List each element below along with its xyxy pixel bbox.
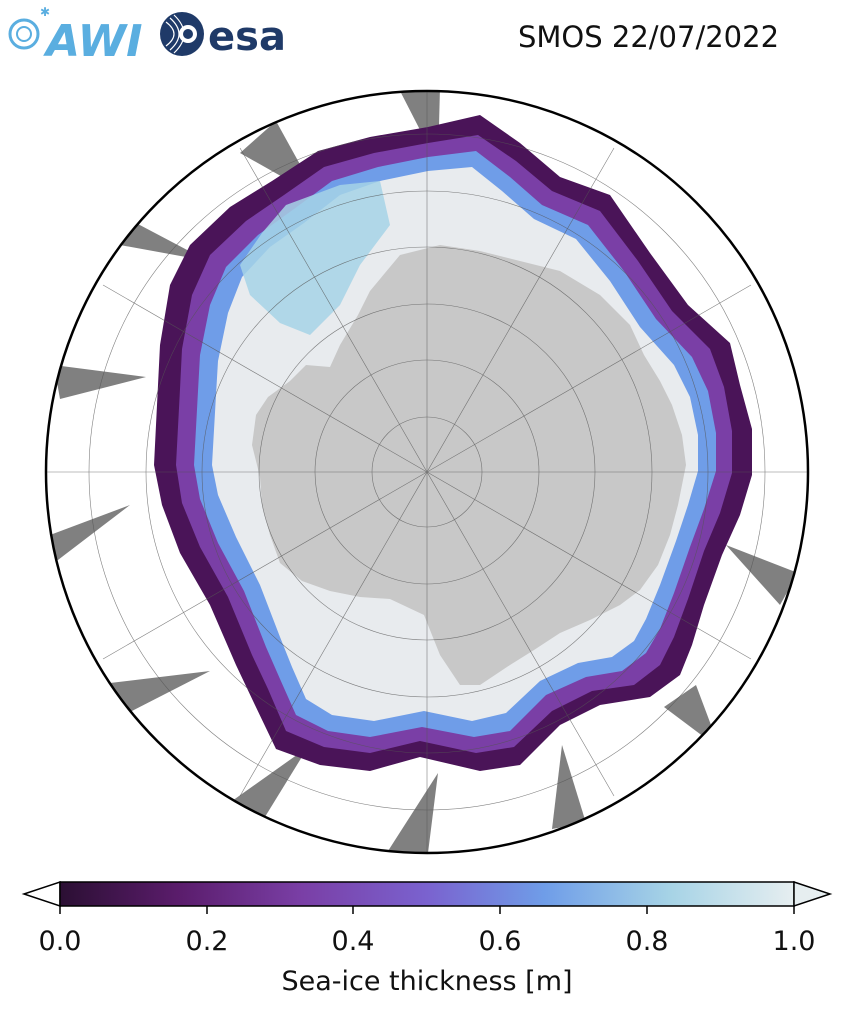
colorbar-tick-label: 0.0 xyxy=(38,926,82,957)
colorbar-tick-label: 0.4 xyxy=(331,926,375,957)
sea-ice-map xyxy=(44,89,810,855)
colorbar-extend-min xyxy=(21,880,61,908)
header: ✱ AWI esa SMOS 22/07/2022 xyxy=(0,0,854,80)
colorbar-tick-label: 0.8 xyxy=(625,926,669,957)
no-data-wedges xyxy=(50,91,798,853)
antarctica-land xyxy=(252,245,686,685)
colorbar-label: Sea-ice thickness [m] xyxy=(281,966,573,997)
colorbar-tick-label: 0.6 xyxy=(478,926,522,957)
graticule xyxy=(46,91,808,853)
colorbar-tick-label: 1.0 xyxy=(772,926,816,957)
awi-logo: ✱ AWI xyxy=(8,6,143,62)
colorbar-tick-label: 0.2 xyxy=(185,926,229,957)
light-blue-ice xyxy=(240,181,390,335)
colorbar-extend-max xyxy=(793,880,833,908)
map-boundary xyxy=(44,89,810,855)
awi-logo-text: AWI xyxy=(43,16,143,62)
colorbar-gradient xyxy=(59,881,795,907)
svg-text:✱: ✱ xyxy=(40,6,50,19)
esa-logo-text: esa xyxy=(208,14,286,60)
esa-logo: esa xyxy=(160,12,286,60)
colorbar xyxy=(21,880,833,914)
map-title: SMOS 22/07/2022 xyxy=(518,20,780,54)
